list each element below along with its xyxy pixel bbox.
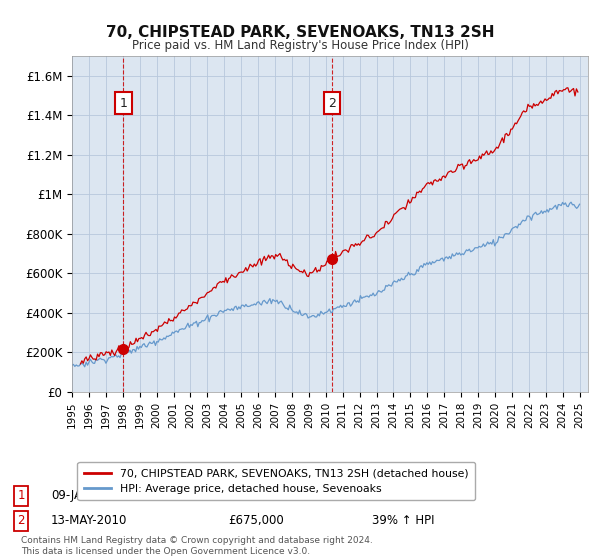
Text: 1: 1: [17, 489, 25, 502]
Text: 70, CHIPSTEAD PARK, SEVENOAKS, TN13 2SH: 70, CHIPSTEAD PARK, SEVENOAKS, TN13 2SH: [106, 25, 494, 40]
Text: 1: 1: [119, 96, 127, 110]
Legend: 70, CHIPSTEAD PARK, SEVENOAKS, TN13 2SH (detached house), HPI: Average price, de: 70, CHIPSTEAD PARK, SEVENOAKS, TN13 2SH …: [77, 462, 475, 500]
Text: 09-JAN-1998: 09-JAN-1998: [51, 489, 125, 502]
Text: Contains HM Land Registry data © Crown copyright and database right 2024.
This d: Contains HM Land Registry data © Crown c…: [21, 536, 373, 556]
Text: £675,000: £675,000: [228, 514, 284, 528]
Text: £220,000: £220,000: [228, 489, 284, 502]
Text: 2: 2: [17, 514, 25, 528]
Text: Price paid vs. HM Land Registry's House Price Index (HPI): Price paid vs. HM Land Registry's House …: [131, 39, 469, 52]
Text: 39% ↑ HPI: 39% ↑ HPI: [372, 514, 434, 528]
Text: 13-MAY-2010: 13-MAY-2010: [51, 514, 127, 528]
Text: 2: 2: [328, 96, 336, 110]
Text: 15% ↑ HPI: 15% ↑ HPI: [372, 489, 434, 502]
